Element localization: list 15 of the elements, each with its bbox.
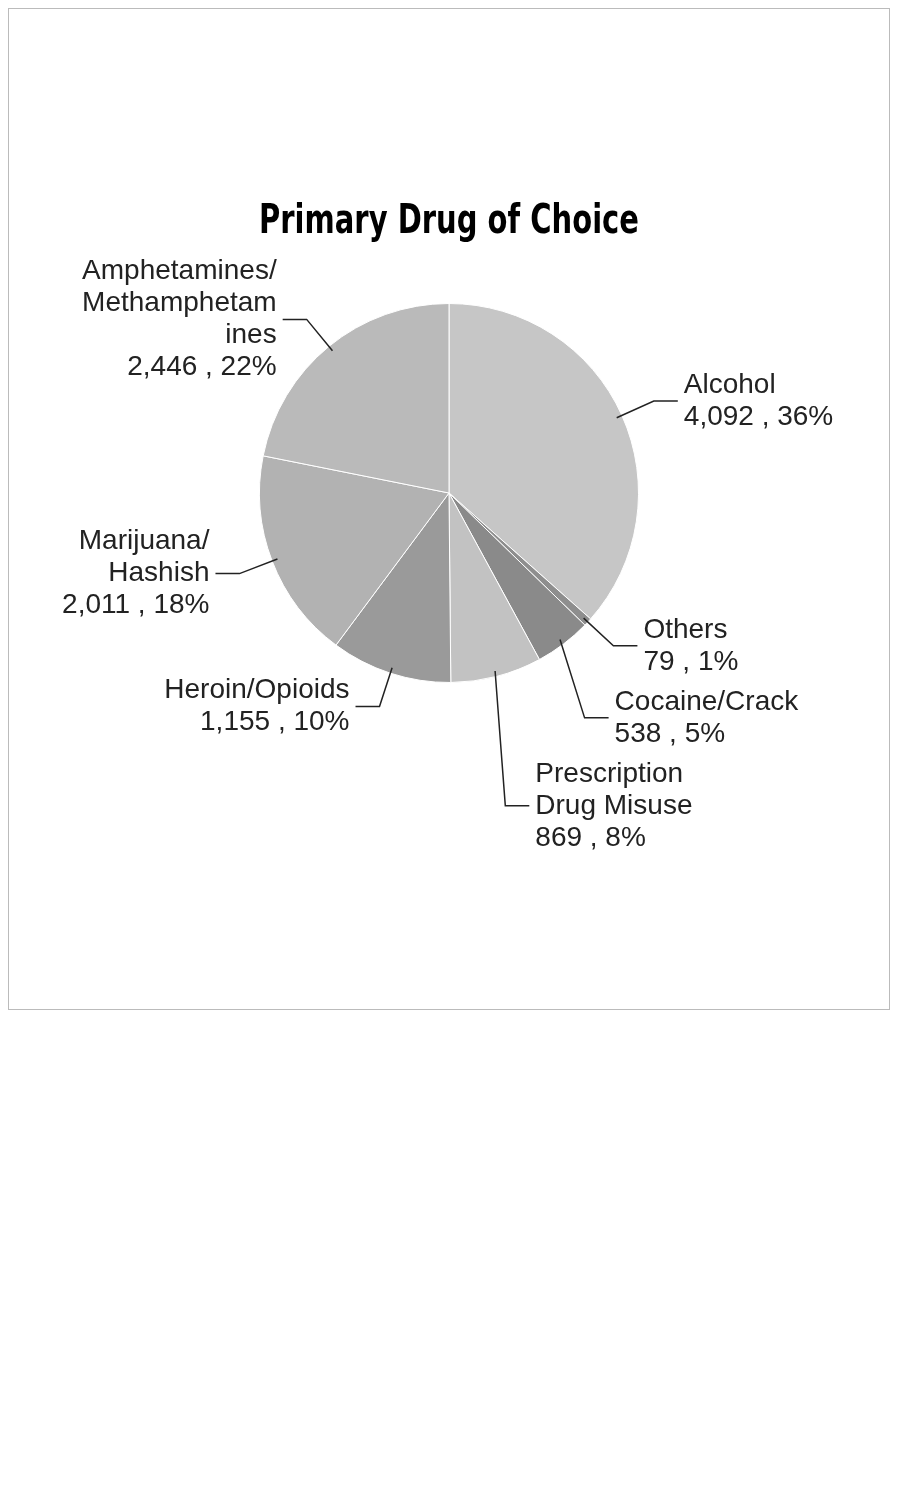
data-label: 2,446 , 22% [127,350,277,382]
slice-label: Cocaine/Crack [614,684,800,716]
data-label: 2,011 , 18% [62,588,210,620]
chart-title: Primary Drug of Choice [259,196,639,243]
slice-label: Amphetamines/Methamphetamines [82,254,277,350]
slice-label: Alcohol [683,367,776,399]
data-label: 4,092 , 36% [683,399,834,431]
data-label: 79 , 1% [643,644,739,676]
slice-label: Marijuana/Hashish [78,524,210,588]
slice-label: Heroin/Opioids [164,673,350,705]
data-label: 869 , 8% [535,820,646,852]
data-label: 1,155 , 10% [200,705,350,737]
slice-label: Others [643,612,728,644]
data-label: 538 , 5% [614,716,726,748]
slice-label: Prescription Drug Misuse [535,756,693,820]
